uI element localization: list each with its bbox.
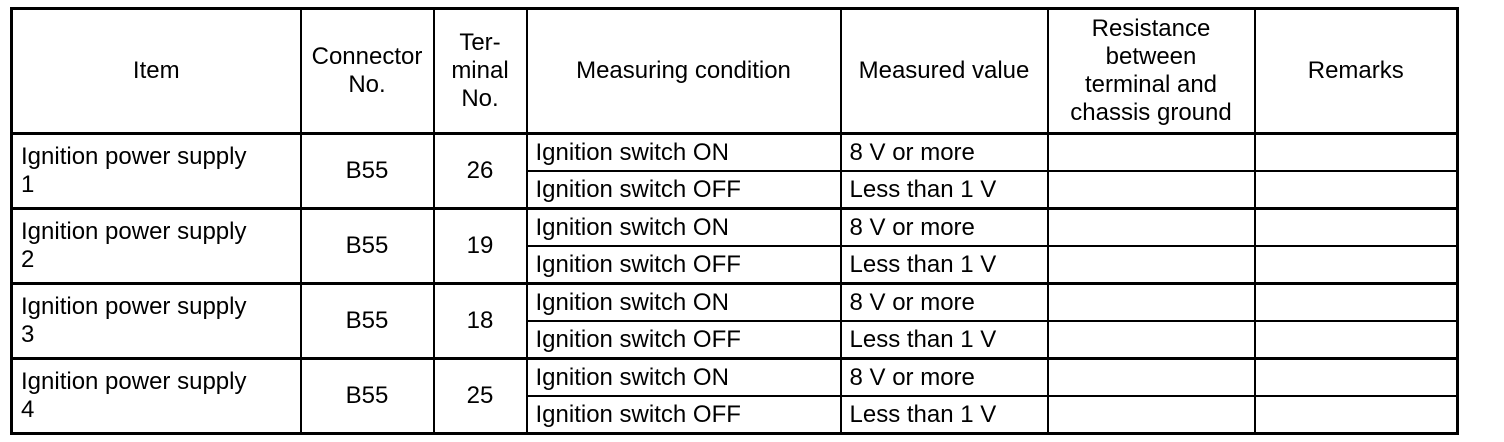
cell-condition: Ignition switch ON	[525, 282, 842, 322]
cell-resistance	[1046, 245, 1256, 285]
cell-item-4: Ignition power supply 4	[10, 357, 302, 435]
cell-resistance	[1046, 282, 1256, 322]
item-number: 3	[21, 321, 35, 348]
cell-remarks	[1253, 282, 1459, 322]
cell-value: 8 V or more	[839, 357, 1049, 397]
cell-remarks	[1253, 207, 1459, 247]
cell-remarks	[1253, 395, 1459, 435]
cell-resistance	[1046, 357, 1256, 397]
header-row: Item Connector No. Ter- minal No. Measur…	[10, 7, 1459, 135]
cell-condition: Ignition switch OFF	[525, 320, 842, 360]
table-row-group-4-off: Ignition switch OFF Less than 1 V	[12, 395, 1459, 435]
cell-terminal-3: 18	[432, 282, 528, 360]
cell-value: 8 V or more	[839, 132, 1049, 172]
cell-value: 8 V or more	[839, 207, 1049, 247]
cell-condition: Ignition switch ON	[525, 207, 842, 247]
cell-terminal-1: 26	[432, 132, 528, 210]
item-number: 2	[21, 246, 35, 273]
cell-condition: Ignition switch ON	[525, 132, 842, 172]
header-measuring-condition: Measuring condition	[525, 7, 842, 135]
cell-resistance	[1046, 132, 1256, 172]
cell-remarks	[1253, 170, 1459, 210]
table-row-group-4-on: Ignition power supply 4 B55 25 Ignition …	[10, 357, 1459, 435]
cell-resistance	[1046, 320, 1256, 360]
table-row-group-3-off: Ignition switch OFF Less than 1 V	[12, 320, 1459, 360]
cell-remarks	[1253, 132, 1459, 172]
header-connector-no: Connector No.	[299, 7, 435, 135]
cell-item-2: Ignition power supply 2	[10, 207, 302, 285]
item-label: Ignition power supply	[21, 218, 247, 245]
cell-condition: Ignition switch ON	[525, 357, 842, 397]
table-row-group-2-on: Ignition power supply 2 B55 19 Ignition …	[10, 207, 1459, 285]
cell-remarks	[1253, 357, 1459, 397]
table-row-group-2-off: Ignition switch OFF Less than 1 V	[12, 245, 1459, 285]
cell-value: Less than 1 V	[839, 395, 1049, 435]
cell-resistance	[1046, 170, 1256, 210]
cell-connector-1: B55	[299, 132, 435, 210]
header-resistance: Resistance between terminal and chassis …	[1046, 7, 1256, 135]
item-number: 4	[21, 396, 35, 423]
header-item: Item	[10, 7, 302, 135]
item-number: 1	[21, 171, 35, 198]
cell-condition: Ignition switch OFF	[525, 170, 842, 210]
header-terminal-no: Ter- minal No.	[432, 7, 528, 135]
cell-value: Less than 1 V	[839, 320, 1049, 360]
table-row-group-1-off: Ignition switch OFF Less than 1 V	[12, 170, 1459, 210]
cell-remarks	[1253, 245, 1459, 285]
table-row-group-3-on: Ignition power supply 3 B55 18 Ignition …	[10, 282, 1459, 360]
cell-value: 8 V or more	[839, 282, 1049, 322]
cell-condition: Ignition switch OFF	[525, 245, 842, 285]
cell-condition: Ignition switch OFF	[525, 395, 842, 435]
cell-resistance	[1046, 207, 1256, 247]
cell-connector-3: B55	[299, 282, 435, 360]
measurement-table: Item Connector No. Ter- minal No. Measur…	[10, 7, 1459, 435]
item-label: Ignition power supply	[21, 143, 247, 170]
table-row-group-1-on: Ignition power supply 1 B55 26 Ignition …	[10, 132, 1459, 210]
header-measured-value: Measured value	[839, 7, 1049, 135]
cell-value: Less than 1 V	[839, 170, 1049, 210]
cell-connector-4: B55	[299, 357, 435, 435]
cell-connector-2: B55	[299, 207, 435, 285]
cell-terminal-2: 19	[432, 207, 528, 285]
cell-remarks	[1253, 320, 1459, 360]
cell-terminal-4: 25	[432, 357, 528, 435]
header-remarks: Remarks	[1253, 7, 1459, 135]
cell-item-1: Ignition power supply 1	[10, 132, 302, 210]
item-label: Ignition power supply	[21, 368, 247, 395]
cell-value: Less than 1 V	[839, 245, 1049, 285]
cell-item-3: Ignition power supply 3	[10, 282, 302, 360]
cell-resistance	[1046, 395, 1256, 435]
item-label: Ignition power supply	[21, 293, 247, 320]
measurement-table-container: Item Connector No. Ter- minal No. Measur…	[10, 7, 1459, 435]
